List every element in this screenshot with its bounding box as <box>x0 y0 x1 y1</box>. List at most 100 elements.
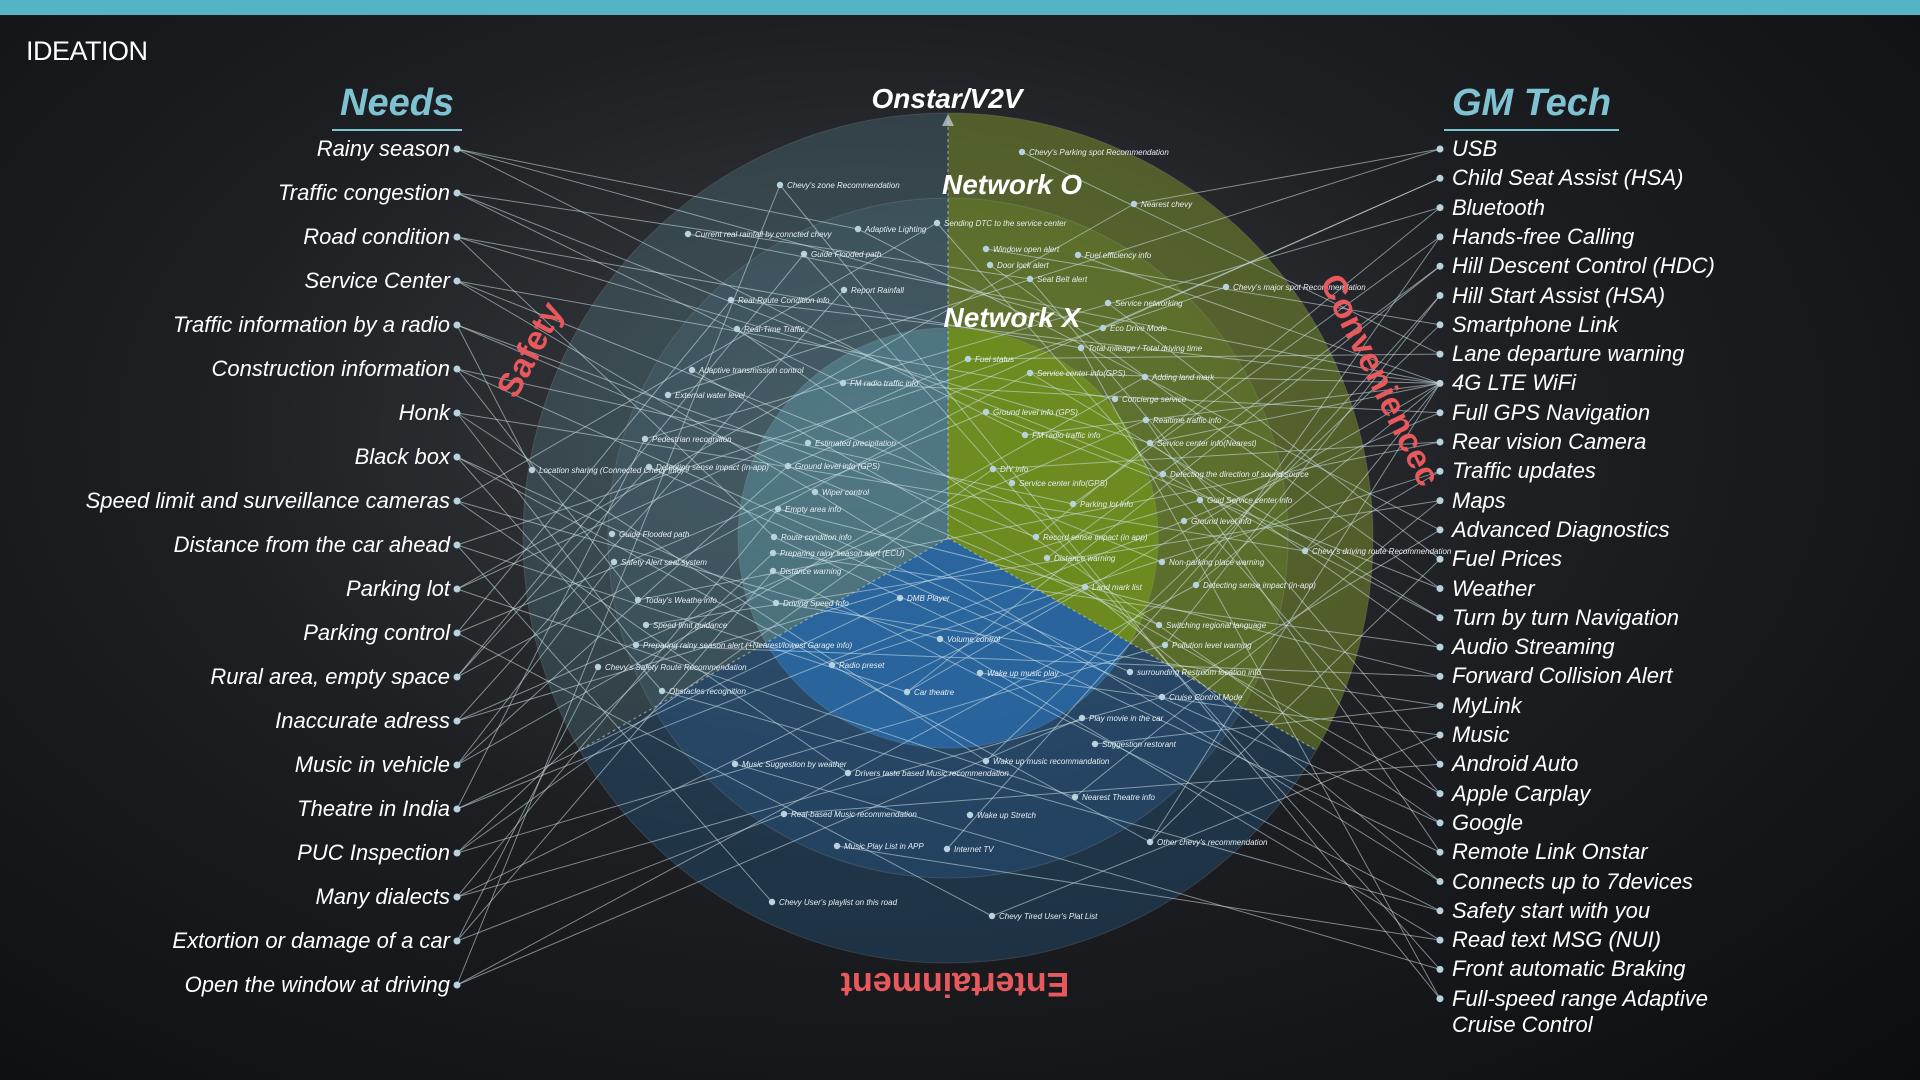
idea-node: Other chevy's recommendation <box>1146 838 1268 847</box>
connection-line <box>456 717 1083 986</box>
idea-dot <box>1222 283 1230 291</box>
need-item: Distance from the car ahead <box>173 532 450 557</box>
connection-line <box>1164 295 1441 646</box>
connection-line <box>831 470 1441 666</box>
idea-node: Estimated precipitation <box>804 439 896 448</box>
idea-dot <box>774 505 782 513</box>
connection-line <box>1149 442 1441 648</box>
idea-dot <box>1158 693 1166 701</box>
outer-convenience-segment <box>948 113 1373 751</box>
idea-dot <box>1099 324 1107 332</box>
connection-line <box>936 222 1441 794</box>
need-item: Road condition <box>303 224 450 249</box>
connection-line <box>456 192 844 384</box>
idea-label: Chevy's zone Recommendation <box>787 181 900 190</box>
idea-label: Chevy's Safety Route Recommendation <box>605 663 747 672</box>
gm-tech-item: Safety start with you <box>1452 897 1651 923</box>
idea-node: Detecting the direction of sound source <box>1159 470 1309 479</box>
idea-dot <box>828 661 836 669</box>
connection-line <box>456 148 859 230</box>
idea-node: Wake up music play <box>976 669 1059 678</box>
idea-dot <box>1069 500 1077 508</box>
gm-tech-item: Hill Start Assist (HSA) <box>1452 282 1666 308</box>
idea-node: Switching regional language <box>1155 621 1267 630</box>
idea-dot <box>964 355 972 363</box>
tech-bullet <box>1436 702 1444 710</box>
tech-bullet <box>1436 790 1444 798</box>
idea-dot <box>1158 558 1166 566</box>
connection-line <box>456 280 1116 400</box>
idea-dot <box>1077 344 1085 352</box>
outer-entertainment-segment <box>579 708 1317 963</box>
idea-node: Suggestion restorant <box>1091 740 1177 749</box>
idea-node: Detecting sense impact (in-app) <box>1192 581 1316 590</box>
idea-label: Ground level info (GPS) <box>993 408 1078 417</box>
connection-line <box>989 264 1441 589</box>
idea-node: Adaptive Lighting <box>854 225 927 234</box>
idea-dot <box>844 769 852 777</box>
idea-dot <box>528 466 536 474</box>
tech-bullet <box>1436 643 1444 651</box>
tech-bullet <box>1436 292 1444 299</box>
idea-node: Realtime traffic info <box>1142 416 1222 425</box>
idea-label: Non-parking place warning <box>1169 558 1265 567</box>
idea-node: Chevy's driving route Recommendation <box>1301 547 1452 556</box>
tech-bullet <box>1436 585 1444 592</box>
idea-dot <box>632 641 640 649</box>
idea-label: Route condition info <box>781 533 852 542</box>
need-item: Traffic congestion <box>277 180 450 205</box>
segment-label-entertainment: Entertainment <box>841 965 1070 1003</box>
idea-node: Volume control <box>936 635 1000 644</box>
idea-dot <box>1081 583 1089 591</box>
idea-dot <box>731 760 739 768</box>
idea-dot <box>634 596 642 604</box>
idea-dot <box>776 181 784 189</box>
connection-line <box>836 845 1441 941</box>
idea-node: Pedestrian recognition <box>641 435 732 444</box>
idea-dot <box>1018 148 1026 156</box>
idea-node: Real-Route Condition info <box>727 296 830 305</box>
connection-line <box>456 236 1082 349</box>
connection-line <box>1074 500 1441 798</box>
need-item: Black box <box>354 444 450 469</box>
idea-label: Music Suggestion by weather <box>742 760 847 769</box>
idea-dot <box>1155 621 1163 629</box>
gm-tech-item: Turn by turn Navigation <box>1452 604 1680 630</box>
connection-line <box>736 328 1441 824</box>
idea-node: External water level <box>664 391 745 400</box>
idea-dot <box>769 567 777 575</box>
gm-tech-item: 4G LTE WiFi <box>1452 370 1577 396</box>
connection-line <box>456 438 646 810</box>
connection-line <box>456 412 987 762</box>
idea-node: Detecting sense impact (in-app) <box>645 463 769 472</box>
idea-node: Music Play List in APP <box>833 842 924 851</box>
need-bullet <box>453 365 461 373</box>
connection-line <box>456 456 663 692</box>
idea-node: Chevy's Safety Route Recommendation <box>594 663 747 672</box>
connection-line <box>1021 151 1441 355</box>
idea-dot <box>594 663 602 671</box>
idea-dot <box>1008 479 1016 487</box>
idea-node: Preparing rainy season alert (+Nearest/l… <box>632 641 853 650</box>
connection-line <box>1072 236 1441 505</box>
idea-node: Total mileage / Total driving time <box>1077 344 1203 353</box>
gm-tech-item: Apple Carplay <box>1452 780 1591 806</box>
idea-node: Adding land mark <box>1141 373 1215 382</box>
connection-line <box>456 372 1031 678</box>
connection-line <box>456 597 901 810</box>
connection-line <box>456 222 938 502</box>
idea-node: Non-parking place warning <box>1158 558 1265 567</box>
idea-node: Guide Flooded path <box>608 530 690 539</box>
tech-bullet <box>1436 995 1444 1003</box>
idea-dot <box>1104 299 1112 307</box>
need-item: Construction information <box>211 356 450 381</box>
gm-tech-item: Connects up to 7devices <box>1452 868 1693 894</box>
connection-line <box>456 584 1197 986</box>
idea-dot <box>1111 395 1119 403</box>
idea-dot <box>772 599 780 607</box>
idea-label: Fuel efficiency info <box>1085 251 1152 260</box>
tech-bullet <box>1436 350 1444 358</box>
idea-label: Service networking <box>1115 299 1183 308</box>
idea-node: Preparing rainy season alert (ECU) <box>769 549 905 558</box>
